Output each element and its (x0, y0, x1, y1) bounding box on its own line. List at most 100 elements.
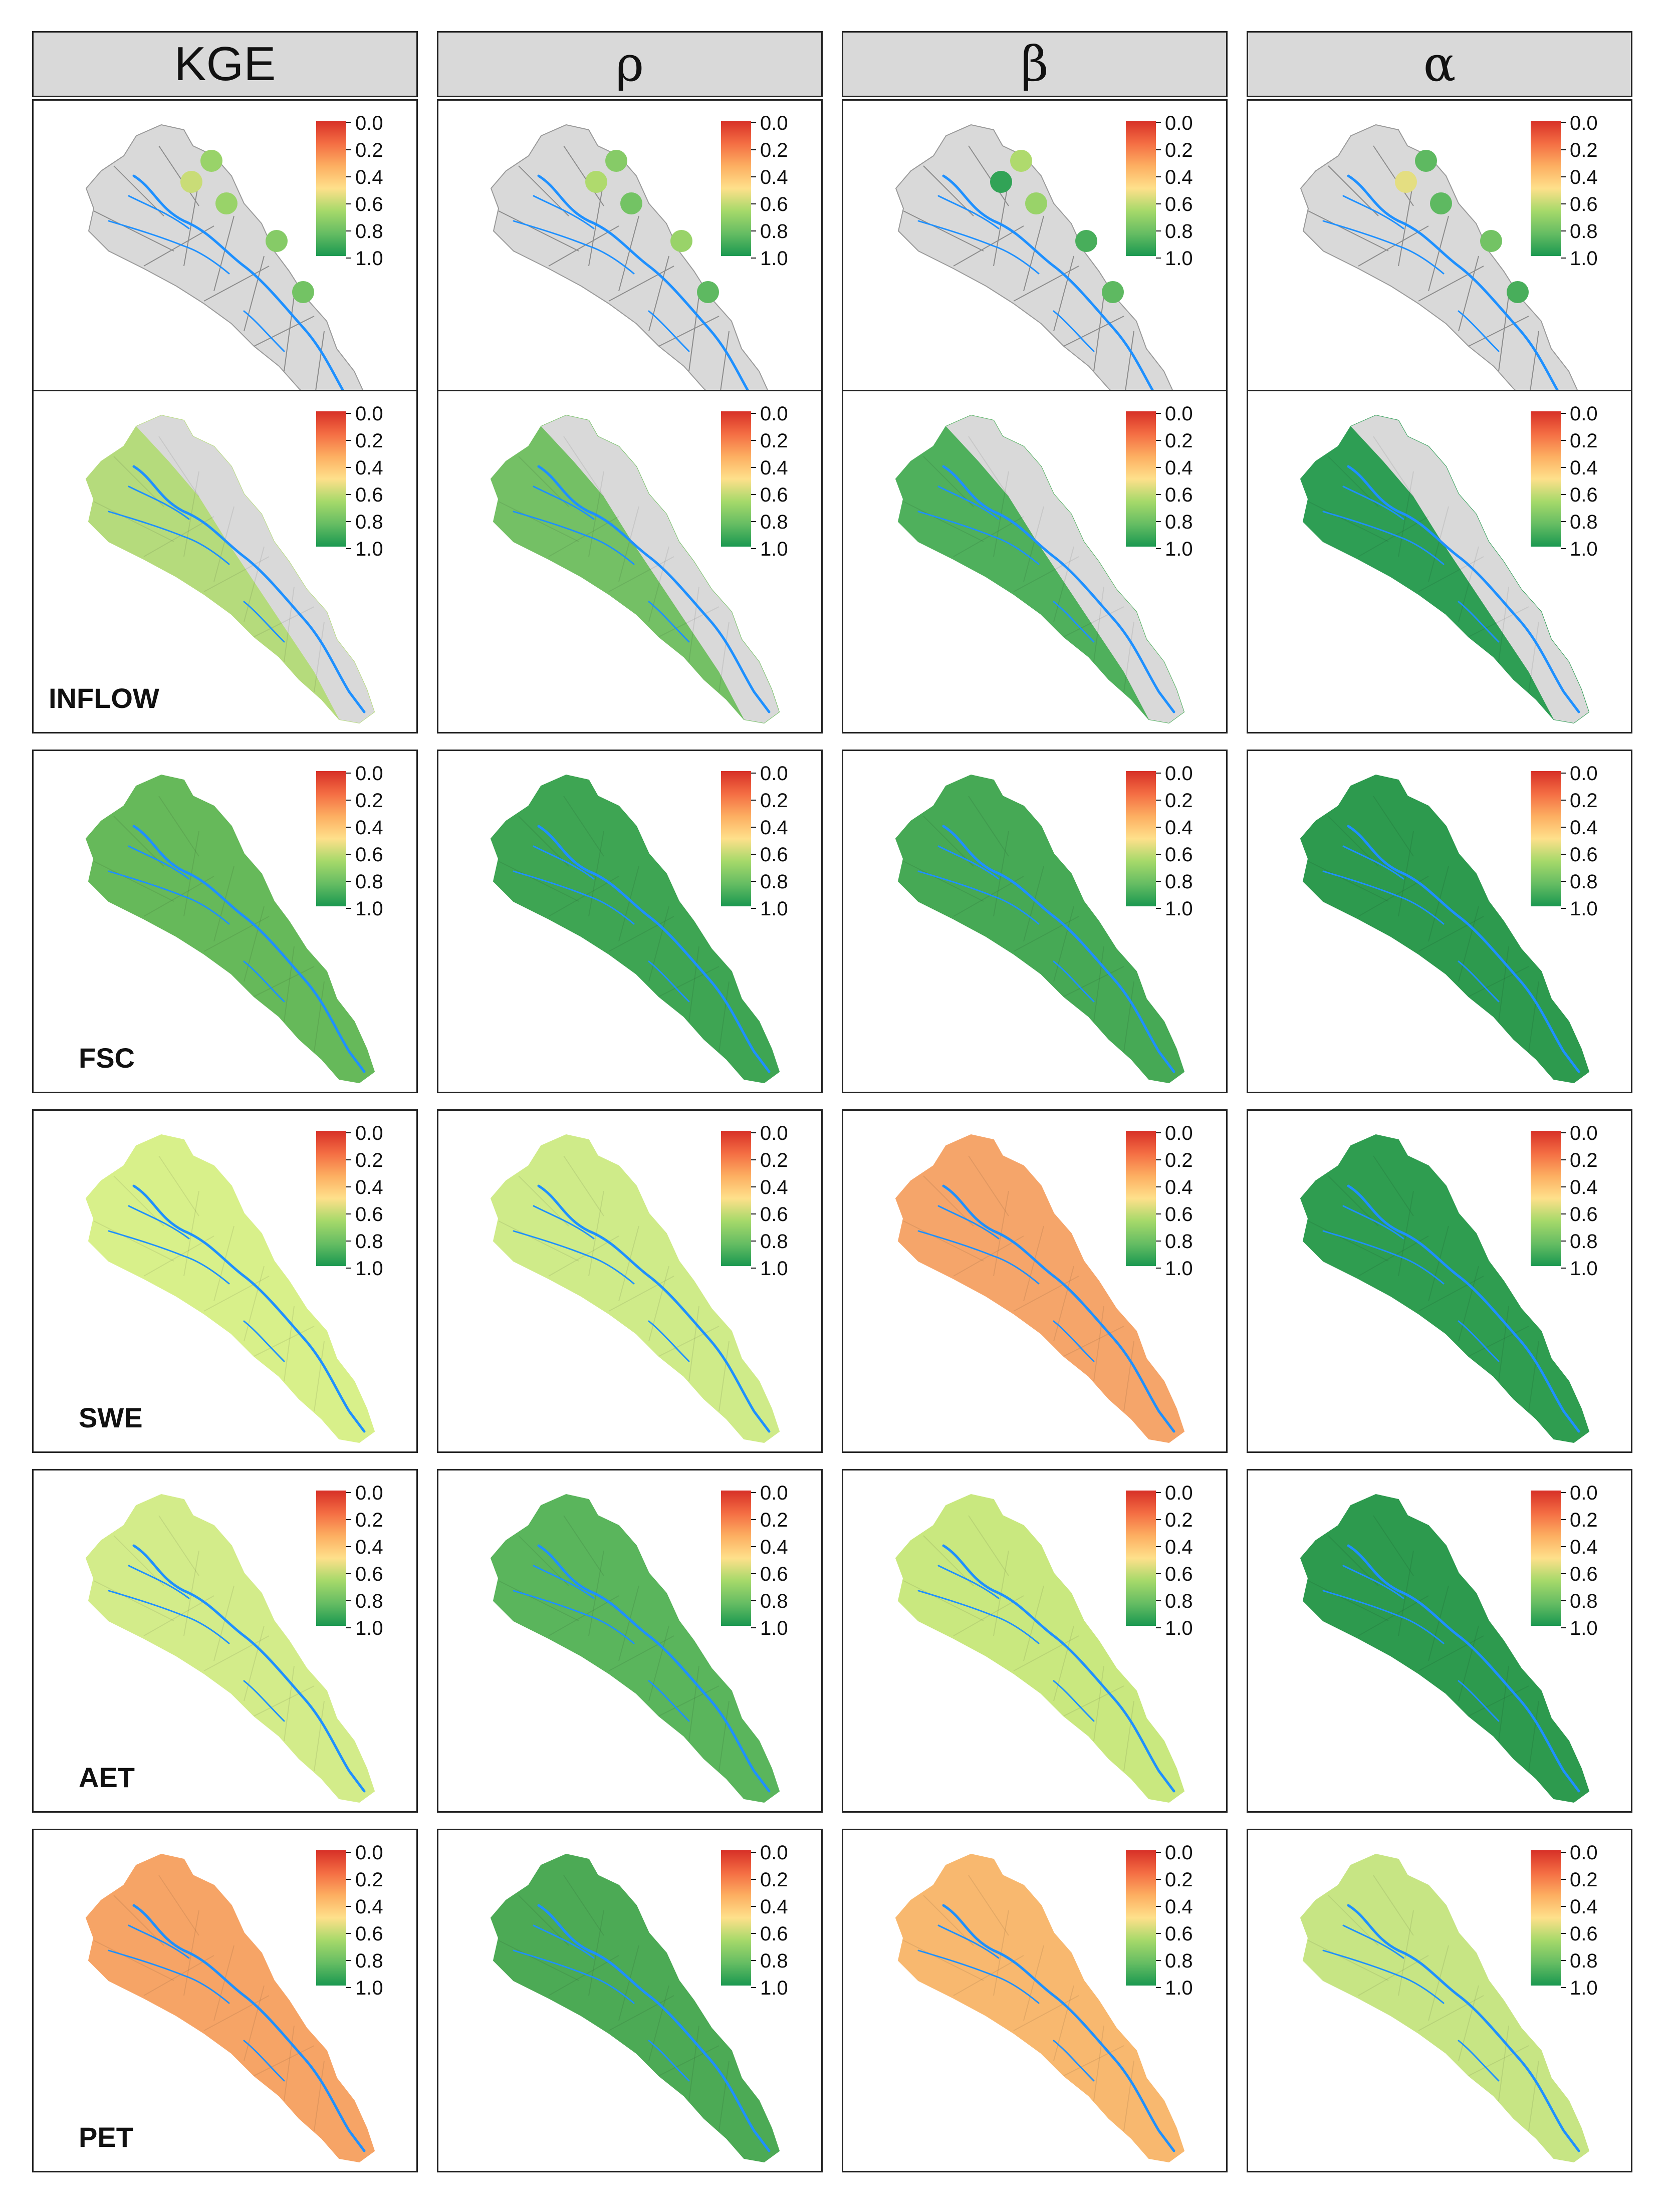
map-panel-pet-0: 0.0 0.2 0.4 0.6 0.8 1.0 PET (32, 1829, 418, 2172)
sub-basin-border (548, 516, 619, 557)
legend-tick-label: 0.2 (760, 1149, 788, 1171)
river-line (1458, 601, 1500, 643)
legend-tick-label: 0.4 (1570, 1896, 1598, 1918)
gauge-point-lower-middle (1480, 230, 1502, 252)
legend-tick-label: 0.4 (760, 1896, 788, 1918)
map-panel-qob-2: 0.0 0.2 0.4 0.6 0.8 1.0 (842, 99, 1228, 443)
sub-basin-border (1013, 1635, 1079, 1671)
legend-tick-label: 0.0 (1165, 112, 1193, 134)
sub-basin-border (618, 866, 639, 942)
gauge-point-upper-west (585, 171, 607, 193)
river-line (132, 1904, 366, 2152)
legend-colorbar (316, 1850, 346, 1986)
sub-basin-border (1528, 621, 1539, 692)
sub-basin-border (1053, 1985, 1074, 2061)
color-legend: 0.0 0.2 0.4 0.6 0.8 1.0 (316, 403, 383, 557)
legend-tick-label: 0.0 (760, 403, 788, 425)
legend-tick-label: 0.4 (1570, 1176, 1598, 1198)
gauge-point-upper-north (1010, 150, 1032, 172)
river-line (128, 1924, 190, 1959)
legend-tick-label: 0.4 (760, 457, 788, 479)
legend-tick-label: 0.2 (1165, 1509, 1193, 1531)
legend-tick-label: 1.0 (760, 1617, 788, 1636)
sub-basin-border (608, 1635, 674, 1671)
legend-tick-label: 0.6 (1570, 1923, 1598, 1945)
sub-basin-border (254, 606, 315, 637)
sub-basin-border (1428, 506, 1449, 582)
sub-basin-border (1498, 586, 1509, 662)
map-panel-qob-3: 0.0 0.2 0.4 0.6 0.8 1.0 (1247, 99, 1632, 443)
river-line (937, 195, 1000, 229)
gauge-point-outlet (292, 281, 314, 303)
river-line (513, 1230, 635, 1285)
map-panel-fsc-3: 0.0 0.2 0.4 0.6 0.8 1.0 (1247, 750, 1632, 1093)
legend-tick-label: 0.2 (760, 1869, 788, 1891)
legend-tick-label: 0.6 (355, 484, 383, 506)
legend-tick-label: 0.0 (1165, 403, 1193, 425)
sub-basin-border (688, 946, 699, 1022)
legend-tick-label: 0.0 (760, 1482, 788, 1504)
legend-tick-label: 0.6 (355, 193, 383, 215)
river-line (128, 1565, 190, 1599)
map-panel-pet-2: 0.0 0.2 0.4 0.6 0.8 1.0 (842, 1829, 1228, 2172)
legend-tick-label: 0.4 (355, 817, 383, 839)
sub-basin-border (518, 1535, 569, 1586)
gauge-point-lower-middle (266, 230, 288, 252)
sub-basin-border (244, 1625, 265, 1701)
sub-basin-border (1093, 1665, 1104, 1742)
sub-basin-border (1093, 946, 1104, 1022)
catchment-map (1300, 1853, 1590, 2163)
river-line (648, 601, 690, 643)
color-legend: 0.0 0.2 0.4 0.6 0.8 1.0 (1126, 1122, 1193, 1276)
sub-basin-border (213, 1585, 234, 1661)
sub-basin-border (1093, 2025, 1104, 2101)
map-panel-pet-1: 0.0 0.2 0.4 0.6 0.8 1.0 (437, 1829, 823, 2172)
legend-tick-label: 0.2 (355, 430, 383, 452)
color-legend: 0.0 0.2 0.4 0.6 0.8 1.0 (316, 1122, 383, 1276)
catchment-map (895, 1853, 1185, 2163)
sub-basin-border (1358, 876, 1429, 917)
legend-colorbar (721, 771, 751, 906)
sub-basin-border (1013, 1276, 1079, 1312)
gauge-point-lower-middle (670, 230, 692, 252)
color-legend: 0.0 0.2 0.4 0.6 0.8 1.0 (721, 112, 788, 266)
catchment-map (895, 1134, 1185, 1443)
gauge-point-upper-west (990, 171, 1012, 193)
sub-basin-border (1428, 1945, 1449, 2021)
legend-tick-label: 0.8 (760, 1950, 788, 1972)
legend-tick-label: 0.2 (355, 1149, 383, 1171)
sub-basin-border (1468, 316, 1529, 347)
sub-basin-border (158, 145, 199, 206)
river-line (1342, 1565, 1404, 1599)
river-line (108, 220, 230, 275)
sub-basin-border (1013, 266, 1079, 302)
legend-tick-label: 0.6 (1165, 484, 1193, 506)
sub-basin-border (1358, 1955, 1429, 1996)
river-line (132, 174, 366, 423)
river-line (942, 1544, 1175, 1793)
sub-basin-border (1093, 296, 1104, 372)
sub-basin-border (244, 1985, 265, 2061)
legend-tick-label: 0.2 (1165, 1869, 1193, 1891)
river-line (1347, 1184, 1580, 1433)
legend-tick-label: 1.0 (760, 538, 788, 557)
sub-basin-border (254, 1685, 315, 1716)
catchment-map (85, 124, 375, 433)
sub-basin-border (498, 1580, 579, 1621)
sub-basin-border (1358, 516, 1429, 557)
sub-basin-border (314, 1700, 325, 1772)
legend-colorbar (1126, 1131, 1156, 1266)
sub-basin-border (1308, 861, 1389, 902)
gauge-point-lower-middle (1075, 230, 1097, 252)
map-panel-aet-3: 0.0 0.2 0.4 0.6 0.8 1.0 (1247, 1469, 1632, 1813)
sub-basin-border (1468, 1685, 1529, 1716)
legend-tick-label: 1.0 (1570, 898, 1598, 916)
sub-basin-border (93, 1580, 174, 1621)
sub-basin-border (719, 331, 730, 402)
river-line (513, 1590, 635, 1644)
river-line (648, 1320, 690, 1362)
sub-basin-border (158, 436, 199, 497)
legend-tick-label: 0.2 (1165, 139, 1193, 161)
river-line (917, 870, 1040, 925)
sub-basin-border (1023, 866, 1044, 942)
